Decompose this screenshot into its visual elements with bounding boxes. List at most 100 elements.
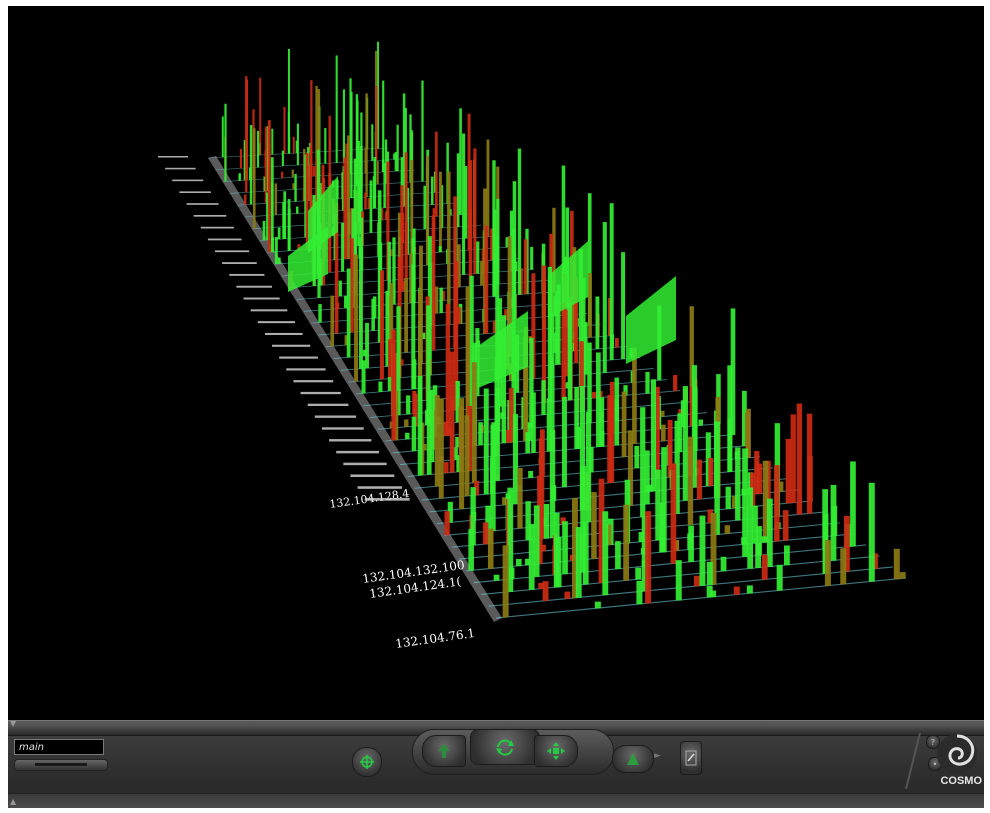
tiny-host-label	[165, 167, 196, 170]
pan-button[interactable]	[534, 735, 578, 767]
tilt-dropdown-icon[interactable]: ►	[654, 751, 661, 761]
traffic-bar	[623, 504, 630, 581]
traffic-bar	[707, 509, 713, 524]
traffic-bar	[354, 254, 359, 382]
traffic-bar	[380, 208, 384, 221]
traffic-bar	[615, 541, 621, 570]
traffic-bar	[239, 148, 242, 169]
host-label: 132.104.76.1	[394, 626, 475, 651]
traffic-bar	[523, 239, 528, 295]
traffic-bar	[486, 139, 490, 237]
traffic-bar	[484, 225, 489, 334]
tiny-host-label	[286, 368, 326, 371]
viewpoint-dropdown[interactable]	[14, 759, 108, 771]
traffic-bar	[492, 160, 496, 297]
traffic-bar	[315, 85, 318, 201]
traffic-bar	[564, 591, 571, 599]
edit-button[interactable]	[680, 741, 702, 775]
traffic-bar	[754, 451, 760, 495]
collapse-toolbar-icon[interactable]: ▼	[10, 720, 17, 728]
traffic-bar	[596, 352, 601, 448]
traffic-bar	[388, 339, 392, 379]
traffic-bar	[383, 162, 386, 208]
traffic-bar	[404, 419, 409, 427]
walk-button[interactable]	[422, 735, 466, 767]
traffic-cluster-block	[626, 276, 676, 364]
traffic-bar	[417, 375, 423, 476]
traffic-bar	[687, 436, 694, 525]
traffic-bar	[614, 399, 620, 446]
traffic-bar	[434, 395, 440, 487]
traffic-bar	[411, 264, 416, 390]
traffic-bar	[614, 338, 619, 348]
traffic-bar	[399, 359, 404, 366]
traffic-bar	[357, 140, 360, 246]
traffic-bar	[482, 522, 489, 545]
traffic-bar	[400, 185, 404, 292]
traffic-bar	[574, 386, 579, 449]
traffic-bar	[599, 397, 605, 447]
traffic-bar	[392, 237, 396, 305]
3d-viewport[interactable]: 132.104.128.4 132.104.132.100 132.104.12…	[8, 6, 984, 720]
tiny-host-label	[229, 273, 265, 276]
traffic-bar	[360, 112, 363, 174]
traffic-bar	[843, 515, 850, 572]
traffic-bar	[575, 527, 582, 598]
tiny-host-label	[343, 462, 387, 466]
traffic-bar	[396, 306, 401, 416]
traffic-bar	[295, 206, 299, 214]
seek-button[interactable]	[352, 747, 382, 777]
traffic-bar	[303, 148, 306, 189]
traffic-bar	[661, 447, 667, 553]
traffic-bar	[602, 222, 607, 373]
traffic-bar	[409, 253, 413, 304]
traffic-bar	[528, 523, 535, 590]
traffic-bar	[393, 390, 399, 441]
traffic-bar	[487, 528, 494, 569]
traffic-bar	[404, 221, 408, 280]
traffic-bar	[745, 408, 751, 458]
traffic-bar	[742, 448, 748, 557]
tiny-host-label	[186, 203, 219, 205]
help-button[interactable]: ?	[926, 735, 940, 749]
traffic-bar	[281, 171, 284, 179]
traffic-bar	[447, 171, 451, 325]
traffic-bar	[238, 173, 241, 181]
traffic-bar	[766, 498, 773, 567]
traffic-bar	[453, 447, 458, 460]
traffic-bar	[396, 124, 399, 172]
tilt-button[interactable]	[612, 745, 654, 773]
traffic-bar	[587, 342, 592, 424]
traffic-bar	[262, 220, 266, 241]
traffic-bar	[464, 415, 470, 497]
expand-toolbar-icon[interactable]: ▲	[10, 797, 17, 806]
traffic-bar	[475, 328, 480, 397]
traffic-bar	[421, 80, 424, 182]
traffic-bar	[627, 430, 634, 506]
traffic-bar	[578, 249, 583, 388]
tiny-host-label	[236, 285, 273, 288]
traffic-bar	[474, 480, 480, 496]
traffic-bar	[341, 222, 345, 272]
traffic-bar	[543, 503, 550, 539]
traffic-bar	[678, 409, 683, 416]
tiny-host-label	[200, 226, 234, 229]
traffic-bar	[595, 296, 600, 350]
traffic-bar	[454, 261, 459, 411]
traffic-bar	[266, 192, 269, 241]
cosmo-logo: COSMO	[920, 731, 984, 795]
traffic-bar	[257, 130, 260, 168]
traffic-bar	[287, 199, 291, 251]
traffic-bar	[493, 574, 500, 581]
viewpoint-field[interactable]: main	[14, 739, 104, 755]
traffic-bar	[527, 422, 532, 441]
traffic-bar	[221, 116, 224, 158]
traffic-bar	[647, 484, 654, 492]
traffic-bar	[650, 379, 657, 492]
rotate-button[interactable]	[470, 729, 540, 765]
traffic-bar	[350, 91, 353, 198]
traffic-bar	[480, 261, 484, 286]
traffic-bar	[542, 581, 549, 601]
traffic-bar	[324, 128, 327, 164]
traffic-bar	[599, 431, 605, 447]
